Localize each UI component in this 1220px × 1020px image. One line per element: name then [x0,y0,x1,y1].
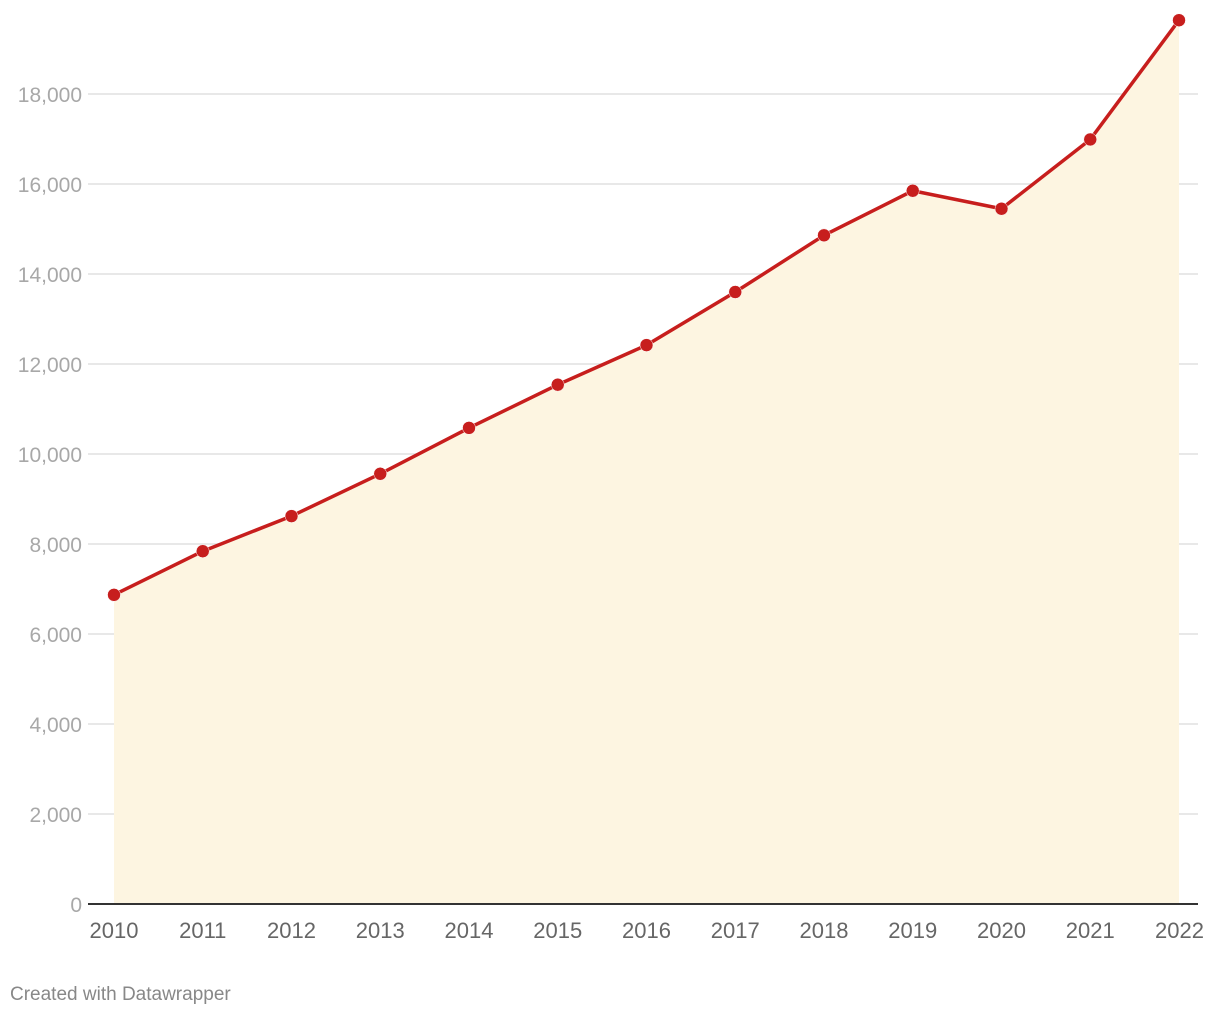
data-point [196,544,210,558]
x-tick-label: 2012 [267,918,316,943]
data-point [284,509,299,523]
y-tick-label: 18,000 [18,84,82,107]
data-point [817,228,831,243]
data-point [1083,132,1097,147]
data-point [462,421,476,435]
credit-text: Created with Datawrapper [10,984,231,1005]
data-point [639,338,654,352]
y-tick-label: 14,000 [18,264,82,287]
data-point [107,588,121,602]
x-tick-label: 2020 [977,918,1026,943]
x-axis-labels: 2010 2011 2012 2013 2014 2015 2016 2017 2018 2019… [90,918,1204,943]
x-tick-label: 2011 [179,918,226,943]
x-tick-label: 2015 [533,918,582,943]
area-chart: 0 2,000 4,000 6,000 8,000 10,000 12,000 14,000 1… [18,13,1204,943]
area-fill [114,20,1179,904]
x-tick-label: 2022 [1155,918,1204,943]
y-tick-label: 16,000 [18,174,82,197]
y-tick-label: 10,000 [18,444,82,467]
y-tick-label: 12,000 [18,354,82,377]
data-point [994,202,1009,216]
x-tick-label: 2017 [711,918,760,943]
x-tick-label: 2013 [356,918,405,943]
x-tick-label: 2016 [622,918,671,943]
data-point [906,184,920,198]
y-axis-labels: 0 2,000 4,000 6,000 8,000 10,000 12,000 14,000 1… [18,84,82,917]
data-point [1172,13,1186,27]
data-point [373,467,387,481]
y-tick-label: 0 [70,894,82,917]
x-tick-label: 2014 [445,918,494,943]
x-tick-label: 2019 [888,918,937,943]
x-tick-label: 2010 [90,918,139,943]
x-tick-label: 2018 [800,918,849,943]
y-tick-label: 2,000 [29,804,82,827]
data-point [728,285,742,299]
data-point [551,377,565,392]
y-tick-label: 6,000 [29,624,82,647]
x-tick-label: 2021 [1066,918,1115,943]
data-points [107,13,1186,602]
y-tick-label: 8,000 [29,534,82,557]
y-tick-label: 4,000 [29,714,82,737]
